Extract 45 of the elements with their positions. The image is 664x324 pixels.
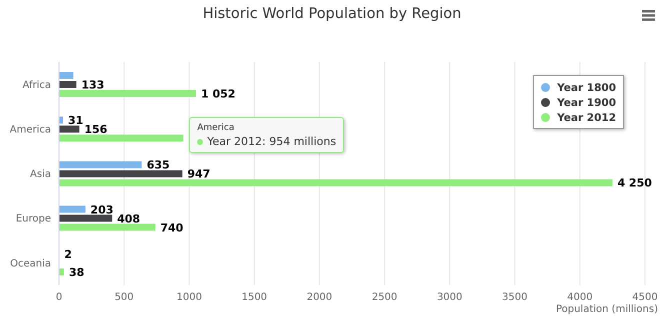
bar bbox=[59, 206, 86, 213]
data-label: 635 bbox=[146, 158, 170, 172]
data-label: 2 bbox=[64, 248, 72, 261]
y-tick-label: Africa bbox=[22, 80, 51, 91]
x-tick-label: 4500 bbox=[632, 292, 658, 304]
legend-label: Year 1900 bbox=[557, 96, 616, 108]
data-label: 31 bbox=[68, 114, 84, 128]
legend-label: Year 2012 bbox=[557, 112, 616, 124]
data-label: 1 052 bbox=[200, 88, 236, 100]
x-tick-label: 3500 bbox=[502, 292, 528, 304]
x-tick-label: 4000 bbox=[567, 292, 593, 304]
x-tick-label: 0 bbox=[56, 292, 62, 304]
y-tick-label: Asia bbox=[30, 169, 51, 180]
data-label: 4 250 bbox=[617, 176, 652, 190]
bar bbox=[59, 179, 612, 186]
x-tick-label: 1500 bbox=[242, 292, 268, 304]
legend-label: Year 1800 bbox=[557, 82, 616, 94]
x-tick-label: 2000 bbox=[306, 292, 332, 304]
y-tick-label: Europe bbox=[16, 214, 51, 225]
data-label: 408 bbox=[117, 212, 140, 226]
bar bbox=[59, 161, 142, 168]
x-tick-label: 3000 bbox=[436, 292, 462, 304]
bar bbox=[59, 268, 64, 276]
bar bbox=[59, 72, 74, 79]
bar bbox=[59, 134, 184, 142]
data-label: 156 bbox=[84, 123, 108, 136]
bar bbox=[59, 126, 80, 133]
y-tick-label: Oceania bbox=[10, 258, 51, 270]
bar bbox=[59, 224, 156, 231]
y-tick-label: America bbox=[10, 124, 51, 136]
data-label: 740 bbox=[160, 221, 184, 234]
data-label: 133 bbox=[81, 78, 104, 92]
x-tick-label: 1000 bbox=[176, 292, 202, 304]
chart-title: Historic World Population by Region bbox=[202, 6, 462, 22]
data-label: 203 bbox=[90, 203, 114, 216]
bar bbox=[59, 214, 112, 222]
bar bbox=[59, 90, 196, 97]
bar bbox=[59, 170, 182, 178]
x-tick-label: 500 bbox=[114, 292, 134, 304]
annotation: America Year 2012: 954 millions bbox=[197, 122, 336, 149]
x-tick-label: 2500 bbox=[372, 292, 398, 304]
data-label: 947 bbox=[187, 168, 210, 181]
bar bbox=[59, 81, 76, 88]
x-axis-title: Population (millions) bbox=[556, 304, 658, 315]
data-label: 38 bbox=[68, 266, 84, 279]
